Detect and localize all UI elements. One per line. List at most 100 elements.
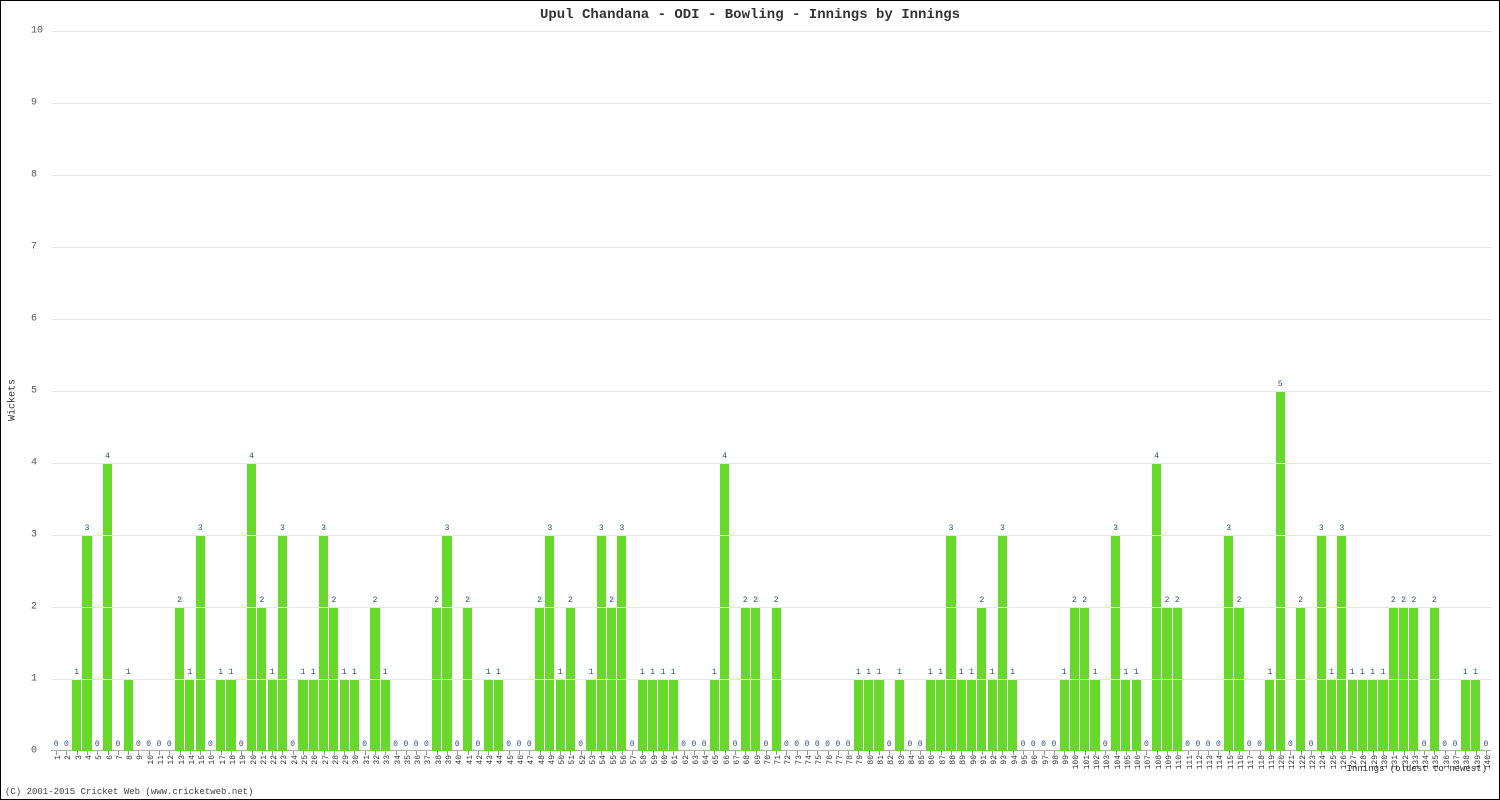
bar-value-label: 3 bbox=[321, 524, 326, 533]
x-tick-label: 28 bbox=[332, 755, 341, 765]
bar-value-label: 1 bbox=[383, 668, 388, 677]
bar-value-label: 0 bbox=[815, 740, 820, 749]
bar-value-label: 1 bbox=[352, 668, 357, 677]
x-tick-label: 78 bbox=[846, 755, 855, 765]
x-tick-label: 11 bbox=[157, 755, 166, 765]
bar-value-label: 4 bbox=[722, 452, 727, 461]
bar-value-label: 1 bbox=[74, 668, 79, 677]
x-tick-label: 87 bbox=[939, 755, 948, 765]
x-tick-label: 50 bbox=[558, 755, 567, 765]
bar-value-label: 1 bbox=[712, 668, 717, 677]
bar-value-label: 1 bbox=[1360, 668, 1365, 677]
x-tick-label: 2 bbox=[64, 755, 73, 760]
bar-value-label: 0 bbox=[146, 740, 151, 749]
x-tick-label: 45 bbox=[507, 755, 516, 765]
x-tick-label: 14 bbox=[188, 755, 197, 765]
bar-value-label: 2 bbox=[177, 596, 182, 605]
bar-value-label: 3 bbox=[1339, 524, 1344, 533]
bar-value-label: 1 bbox=[558, 668, 563, 677]
x-tick-label: 108 bbox=[1155, 755, 1164, 769]
x-tick-label: 106 bbox=[1134, 755, 1143, 769]
bar bbox=[710, 679, 719, 751]
bar-value-label: 3 bbox=[599, 524, 604, 533]
x-tick-label: 116 bbox=[1237, 755, 1246, 769]
bar-value-label: 0 bbox=[455, 740, 460, 749]
x-tick-label: 6 bbox=[106, 755, 115, 760]
bar bbox=[1378, 679, 1387, 751]
x-tick-label: 32 bbox=[373, 755, 382, 765]
x-tick-label: 96 bbox=[1031, 755, 1040, 765]
bar bbox=[278, 535, 287, 751]
x-tick-label: 104 bbox=[1114, 755, 1123, 769]
bar-value-label: 3 bbox=[1000, 524, 1005, 533]
x-tick-label: 42 bbox=[476, 755, 485, 765]
bar-value-label: 1 bbox=[897, 668, 902, 677]
x-tick-label: 83 bbox=[898, 755, 907, 765]
bar-value-label: 0 bbox=[918, 740, 923, 749]
bar-value-label: 1 bbox=[1010, 668, 1015, 677]
bar-value-label: 1 bbox=[342, 668, 347, 677]
bar bbox=[617, 535, 626, 751]
bar-value-label: 0 bbox=[1257, 740, 1262, 749]
x-tick-label: 85 bbox=[918, 755, 927, 765]
bar bbox=[998, 535, 1007, 751]
x-tick-label: 18 bbox=[229, 755, 238, 765]
bar-value-label: 1 bbox=[218, 668, 223, 677]
bar-value-label: 3 bbox=[1319, 524, 1324, 533]
x-tick-label: 69 bbox=[754, 755, 763, 765]
x-tick-label: 74 bbox=[805, 755, 814, 765]
x-tick-label: 103 bbox=[1103, 755, 1112, 769]
bar bbox=[545, 535, 554, 751]
bar-value-label: 1 bbox=[126, 668, 131, 677]
x-tick-label: 125 bbox=[1330, 755, 1339, 769]
bar-value-label: 2 bbox=[373, 596, 378, 605]
bar-value-label: 1 bbox=[1350, 668, 1355, 677]
bar-value-label: 0 bbox=[115, 740, 120, 749]
bar-value-label: 2 bbox=[1165, 596, 1170, 605]
x-tick-label: 61 bbox=[671, 755, 680, 765]
bar bbox=[82, 535, 91, 751]
bar-value-label: 0 bbox=[1021, 740, 1026, 749]
bar-value-label: 1 bbox=[866, 668, 871, 677]
bar bbox=[669, 679, 678, 751]
x-tick-label: 51 bbox=[568, 755, 577, 765]
bar-value-label: 0 bbox=[414, 740, 419, 749]
bar-value-label: 0 bbox=[1247, 740, 1252, 749]
x-tick-label: 40 bbox=[455, 755, 464, 765]
x-tick-label: 49 bbox=[548, 755, 557, 765]
x-tick-label: 119 bbox=[1268, 755, 1277, 769]
bar-value-label: 2 bbox=[609, 596, 614, 605]
bar bbox=[1224, 535, 1233, 751]
x-tick-label: 66 bbox=[723, 755, 732, 765]
bar-value-label: 0 bbox=[239, 740, 244, 749]
bar bbox=[988, 679, 997, 751]
bar-value-label: 0 bbox=[1216, 740, 1221, 749]
bar-value-label: 0 bbox=[393, 740, 398, 749]
x-tick-label: 101 bbox=[1083, 755, 1092, 769]
x-tick-label: 92 bbox=[990, 755, 999, 765]
bar bbox=[556, 679, 565, 751]
x-tick-label: 3 bbox=[75, 755, 84, 760]
bar bbox=[268, 679, 277, 751]
x-tick-label: 22 bbox=[270, 755, 279, 765]
bar-value-label: 2 bbox=[979, 596, 984, 605]
bar bbox=[442, 535, 451, 751]
gridline bbox=[51, 391, 1491, 392]
x-tick-label: 53 bbox=[589, 755, 598, 765]
bar bbox=[196, 535, 205, 751]
bar bbox=[124, 679, 133, 751]
x-tick-label: 102 bbox=[1093, 755, 1102, 769]
bar-value-label: 1 bbox=[640, 668, 645, 677]
x-tick-label: 5 bbox=[95, 755, 104, 760]
x-tick-label: 58 bbox=[640, 755, 649, 765]
bar-value-label: 0 bbox=[1309, 740, 1314, 749]
x-tick-label: 29 bbox=[342, 755, 351, 765]
bar-value-label: 2 bbox=[259, 596, 264, 605]
bar-value-label: 3 bbox=[280, 524, 285, 533]
bar-value-label: 0 bbox=[1442, 740, 1447, 749]
gridline bbox=[51, 103, 1491, 104]
bar-value-label: 1 bbox=[1093, 668, 1098, 677]
x-tick-label: 111 bbox=[1186, 755, 1195, 769]
y-tick-label: 5 bbox=[31, 386, 37, 397]
bar-value-label: 4 bbox=[249, 452, 254, 461]
